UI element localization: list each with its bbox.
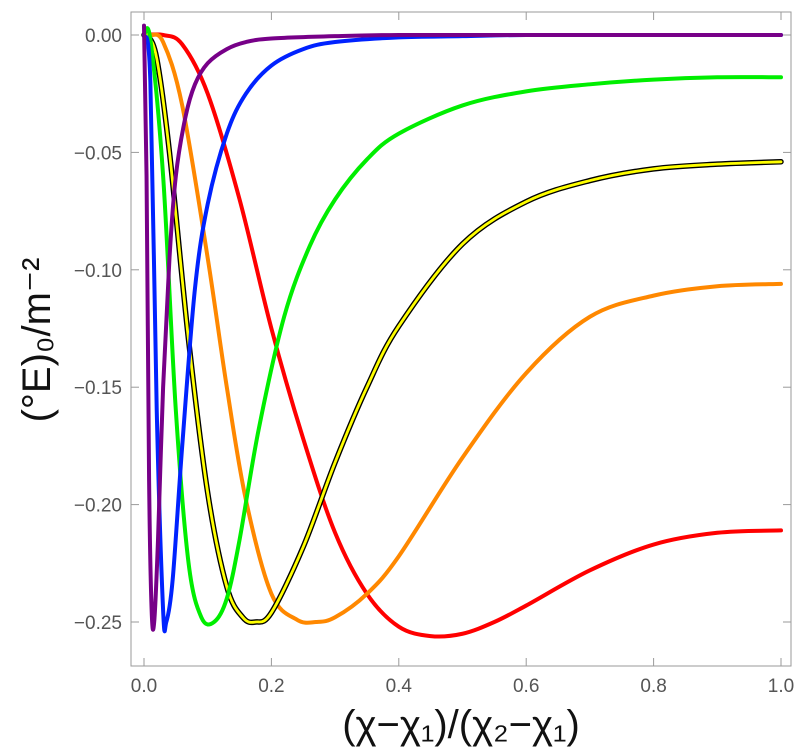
y-tick-label: −0.15 (74, 378, 122, 399)
y-tick-label: −0.20 (74, 496, 122, 517)
y-tick-labels: 0.00 −0.05 −0.10 −0.15 −0.20 −0.25 (74, 26, 122, 634)
x-tick-label: 0.2 (258, 676, 284, 697)
series-line-2 (142, 32, 783, 625)
x-tick-label: 0.0 (131, 676, 157, 697)
x-axis-title: (χ−χ₁)/(χ₂−χ₁) (342, 703, 580, 747)
x-tick-label: 0.4 (386, 676, 413, 697)
series-line-6 (142, 23, 783, 632)
x-tick-label: 1.0 (768, 676, 794, 697)
y-tick-label: −0.10 (74, 261, 122, 282)
y-tick-label: 0.00 (85, 26, 122, 47)
y-tick-label: −0.25 (74, 613, 122, 634)
x-tick-label: 0.6 (513, 676, 539, 697)
x-tick-labels: 0.0 0.2 0.4 0.6 0.8 1.0 (131, 676, 794, 697)
y-tick-label: −0.05 (74, 143, 122, 164)
series-line-4 (142, 26, 783, 627)
x-tick-label: 0.8 (640, 676, 666, 697)
plot-frame (130, 11, 792, 667)
series-layer (141, 23, 784, 639)
y-axis-title: (°E)₀/m⁻² (15, 258, 59, 423)
axis-ticks (131, 12, 791, 666)
